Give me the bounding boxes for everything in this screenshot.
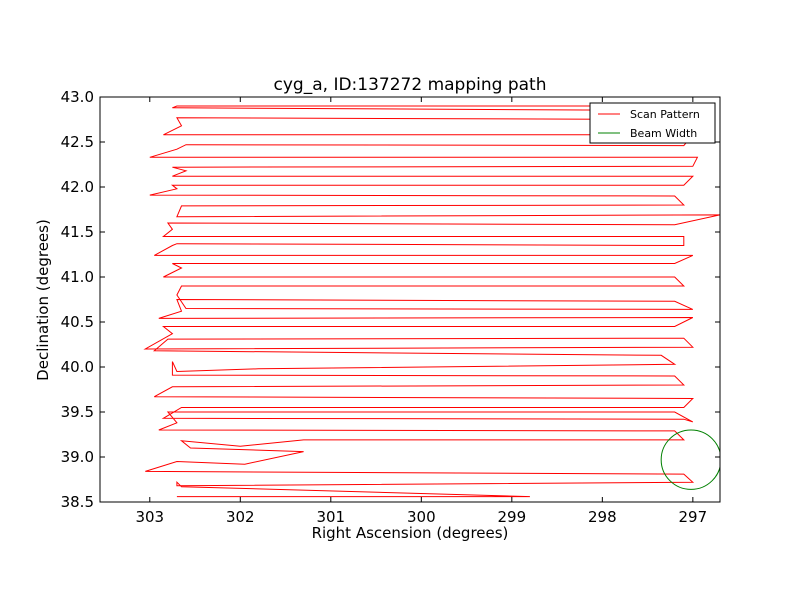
y-tick-label: 42.5 xyxy=(61,133,94,151)
ticks-layer: 303 302 301 300 299 298 297 38.5 39.0 39.5 40.0 40.… xyxy=(61,88,720,526)
legend-label-scan-pattern: Scan Pattern xyxy=(630,108,700,121)
scan-pattern-line xyxy=(143,105,720,498)
y-tick-label: 42.0 xyxy=(61,178,94,196)
legend-label-beam-width: Beam Width xyxy=(630,127,697,140)
y-tick-label: 39.0 xyxy=(61,448,94,466)
y-tick-label: 40.0 xyxy=(61,358,94,376)
y-tick-label: 41.0 xyxy=(61,268,94,286)
y-axis-label: Declination (degrees) xyxy=(34,219,52,381)
x-tick-label: 297 xyxy=(679,508,708,526)
y-tick-label: 40.5 xyxy=(61,313,94,331)
x-axis-label: Right Ascension (degrees) xyxy=(312,524,509,542)
x-tick-label: 302 xyxy=(226,508,255,526)
x-tick-label: 298 xyxy=(588,508,617,526)
beam-width-circle xyxy=(660,429,720,490)
y-tick-label: 39.5 xyxy=(61,403,94,421)
x-tick-label: 300 xyxy=(407,508,436,526)
x-tick-label: 303 xyxy=(135,508,164,526)
x-tick-label: 301 xyxy=(316,508,345,526)
plot-area: 303 302 301 300 299 298 297 38.5 39.0 39.5 40.0 40.… xyxy=(61,88,721,526)
series-layer xyxy=(143,105,720,498)
legend-box xyxy=(589,102,716,144)
y-tick-label: 43.0 xyxy=(61,88,94,106)
y-tick-label: 41.5 xyxy=(61,223,94,241)
chart-title: cyg_a, ID:137272 mapping path xyxy=(274,75,547,95)
y-tick-label: 38.5 xyxy=(61,493,94,511)
plot-frame xyxy=(99,96,721,503)
legend: Scan Pattern Beam Width xyxy=(589,102,716,144)
x-tick-label: 299 xyxy=(498,508,527,526)
